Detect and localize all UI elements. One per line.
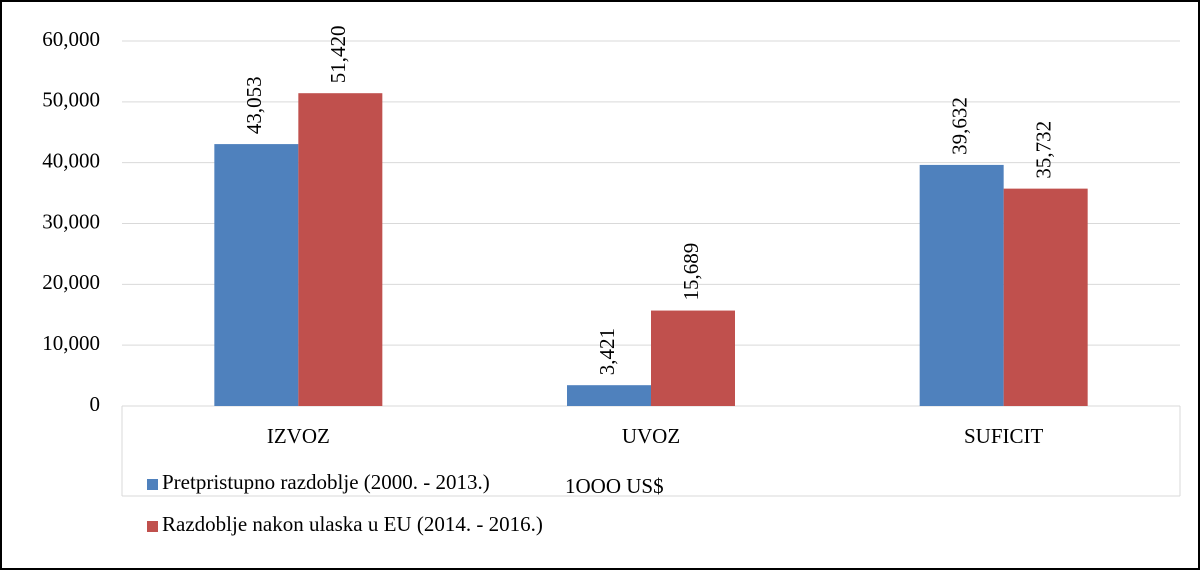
data-label: 51,420 xyxy=(326,25,350,83)
legend-label: Razdoblje nakon ulaska u EU (2014. - 201… xyxy=(162,512,543,536)
data-label: 43,053 xyxy=(242,76,266,134)
x-tick-label: UVOZ xyxy=(622,424,680,448)
y-tick-label: 40,000 xyxy=(42,148,100,172)
data-label: 39,632 xyxy=(947,97,971,155)
legend-label: Pretpristupno razdoblje (2000. - 2013.) xyxy=(162,470,490,494)
y-tick-label: 30,000 xyxy=(42,209,100,233)
y-tick-label: 10,000 xyxy=(42,331,100,355)
bar xyxy=(214,144,299,407)
data-label: 35,732 xyxy=(1031,121,1055,179)
bar xyxy=(651,310,735,406)
legend-swatch xyxy=(147,479,158,490)
data-label: 15,689 xyxy=(679,243,703,301)
bar xyxy=(919,164,1004,406)
bar xyxy=(1003,188,1088,406)
bar xyxy=(567,385,651,406)
y-tick-label: 50,000 xyxy=(42,88,100,112)
x-tick-label: SUFICIT xyxy=(964,424,1044,448)
data-label: 3,421 xyxy=(595,328,619,375)
y-tick-label: 60,000 xyxy=(42,27,100,51)
y-tick-label: 20,000 xyxy=(42,270,100,294)
bar xyxy=(298,93,383,406)
legend-swatch xyxy=(147,521,158,532)
y-tick-label: 0 xyxy=(90,392,101,416)
annotation: 1OOO US$ xyxy=(565,474,664,498)
x-tick-label: IZVOZ xyxy=(267,424,330,448)
